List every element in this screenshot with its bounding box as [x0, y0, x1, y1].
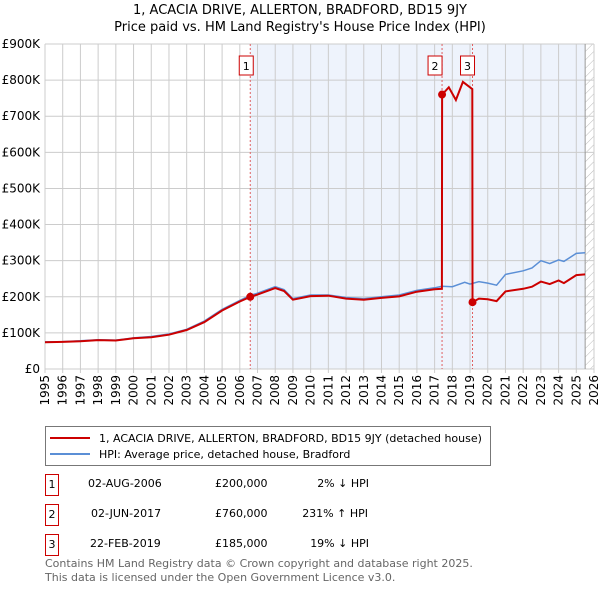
- transaction-row: 2 02-JUN-2017 £760,000 231% ↑ HPI: [45, 504, 445, 526]
- x-tick-label: 2017: [428, 375, 442, 406]
- y-tick-label: £300K: [2, 254, 42, 268]
- x-tick-label: 1997: [73, 375, 87, 406]
- x-tick-label: 2000: [127, 375, 141, 406]
- x-tick-label: 2014: [374, 375, 388, 406]
- transaction-price: £200,000: [215, 477, 268, 490]
- transaction-hpi: 19% ↓ HPI: [310, 537, 369, 550]
- legend: 1, ACACIA DRIVE, ALLERTON, BRADFORD, BD1…: [45, 426, 491, 466]
- chart-subtitle: Price paid vs. HM Land Registry's House …: [114, 20, 486, 35]
- x-tick-label: 2011: [321, 375, 335, 406]
- legend-blue-line: [50, 453, 90, 455]
- x-tick-label: 2025: [569, 375, 583, 406]
- y-tick-label: £900K: [2, 37, 42, 51]
- x-tick-label: 1996: [56, 375, 70, 406]
- transaction-badge: 3: [45, 534, 59, 556]
- footer-licence: This data is licensed under the Open Gov…: [45, 571, 396, 584]
- footer-copyright: Contains HM Land Registry data © Crown c…: [45, 557, 473, 570]
- x-tick-label: 1999: [109, 375, 123, 406]
- transaction-price: £760,000: [215, 507, 268, 520]
- legend-hpi: HPI: Average price, detached house, Brad…: [99, 447, 351, 461]
- x-tick-label: 2022: [516, 375, 530, 406]
- x-tick-label: 2024: [552, 375, 566, 406]
- y-tick-label: £700K: [2, 109, 42, 123]
- transaction-date: 02-AUG-2006: [88, 477, 162, 490]
- transaction-label-box: [427, 55, 443, 76]
- x-tick-label: 2002: [162, 375, 176, 406]
- y-tick-label: £600K: [2, 145, 42, 159]
- y-tick-label: £100K: [2, 326, 42, 340]
- x-tick-label: 2023: [534, 375, 548, 406]
- transaction-label: 3: [464, 60, 471, 73]
- x-tick-label: 2005: [215, 375, 229, 406]
- x-tick-label: 2012: [339, 375, 353, 406]
- x-tick-label: 2018: [445, 375, 459, 406]
- y-tick-label: £500K: [2, 181, 42, 195]
- x-tick-label: 2004: [197, 375, 211, 406]
- y-tick-label: £800K: [2, 73, 42, 87]
- legend-property: 1, ACACIA DRIVE, ALLERTON, BRADFORD, BD1…: [99, 431, 482, 445]
- transaction-date: 02-JUN-2017: [91, 507, 162, 520]
- x-tick-label: 2016: [410, 375, 424, 406]
- x-tick-label: 2026: [587, 375, 600, 406]
- x-tick-label: 2001: [144, 375, 158, 406]
- y-tick-label: £200K: [2, 290, 42, 304]
- x-tick-label: 1995: [38, 375, 52, 406]
- chart-title: 1, ACACIA DRIVE, ALLERTON, BRADFORD, BD1…: [133, 3, 467, 18]
- x-tick-label: 2007: [251, 375, 265, 406]
- x-tick-label: 2019: [463, 375, 477, 406]
- y-tick-label: £400K: [2, 218, 42, 232]
- legend-red-line: [50, 437, 90, 439]
- x-tick-label: 2015: [392, 375, 406, 406]
- x-tick-label: 1998: [91, 375, 105, 406]
- transaction-hpi: 2% ↓ HPI: [317, 477, 369, 490]
- property-price-line: [44, 80, 586, 344]
- transaction-label: 2: [432, 60, 439, 73]
- y-tick-label: £0: [25, 362, 40, 376]
- transaction-date: 22-FEB-2019: [90, 537, 161, 550]
- footer: Contains HM Land Registry data © Crown c…: [45, 557, 473, 585]
- transaction-point: [438, 90, 447, 99]
- forecast-hatch: [585, 44, 594, 369]
- transaction-label-box: [238, 55, 254, 76]
- x-tick-label: 2003: [180, 375, 194, 406]
- owned-period-shading: [250, 44, 586, 369]
- x-tick-label: 2020: [481, 375, 495, 406]
- x-tick-label: 2013: [357, 375, 371, 406]
- price-chart: 1995 1996 1997 1998 1999 2000 2001 2002 2003 2004…: [2, 37, 600, 406]
- transaction-row: 1 02-AUG-2006 £200,000 2% ↓ HPI: [45, 474, 445, 496]
- x-tick-label: 2008: [268, 375, 282, 406]
- x-tick-label: 2010: [304, 375, 318, 406]
- transaction-label-box: [460, 55, 476, 76]
- transaction-badge: 2: [45, 504, 59, 526]
- transaction-hpi: 231% ↑ HPI: [302, 507, 368, 520]
- x-tick-label: 2009: [286, 375, 300, 406]
- transaction-point: [246, 292, 255, 301]
- transaction-row: 3 22-FEB-2019 £185,000 19% ↓ HPI: [45, 534, 445, 556]
- x-tick-label: 2021: [498, 375, 512, 406]
- transaction-label: 1: [243, 60, 250, 73]
- transaction-price: £185,000: [215, 537, 268, 550]
- transaction-point: [468, 298, 477, 307]
- transaction-badge: 1: [45, 474, 59, 496]
- x-tick-label: 2006: [233, 375, 247, 406]
